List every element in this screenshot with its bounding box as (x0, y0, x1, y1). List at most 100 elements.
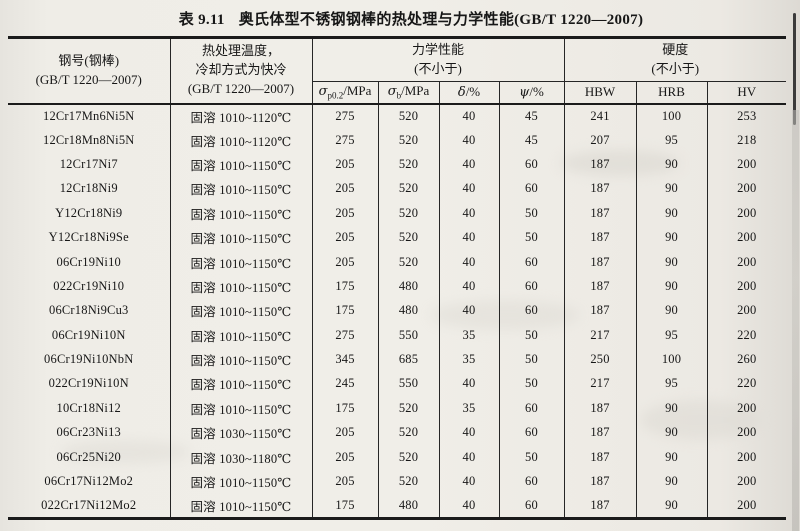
delta-cell: 35 (438, 396, 500, 421)
hbw-cell: 217 (563, 371, 637, 397)
sigma-b-cell: 550 (377, 371, 440, 397)
table-row: 022Cr19Ni10N 固溶 1010~1150℃ 245 550 40 50 217 95… (8, 371, 787, 397)
sigma-b-cell: 520 (377, 152, 440, 177)
table-row: 12Cr17Ni7 固溶 1010~1150℃ 205 520 40 60 187 90 200 (8, 152, 787, 177)
psi-cell: 50 (498, 347, 565, 372)
steel-grade-header-line1: 钢号(钢棒) (58, 52, 120, 68)
hbw-cell: 187 (563, 249, 637, 275)
hrb-cell: 95 (635, 323, 708, 348)
table-number: 表 9.11 (178, 12, 225, 28)
hbw-cell: 207 (563, 127, 637, 153)
group-header-mechanical: 力学性能 (不小于) (311, 37, 565, 82)
heat-treatment-cell: 固溶 1010~1150℃ (169, 347, 313, 372)
steel-grade-cell: 022Cr19Ni10N (8, 371, 171, 397)
hrb-cell: 90 (635, 152, 708, 177)
sigma-p02-cell: 175 (311, 493, 379, 519)
table-row: Y12Cr18Ni9 固溶 1010~1150℃ 205 520 40 50 187 90 20… (8, 201, 787, 226)
sigma-p02-cell: 205 (311, 152, 379, 177)
hv-cell: 200 (706, 420, 787, 445)
sigma-p02-unit: /MPa (343, 83, 372, 99)
table-title: 表 9.11 奥氏体型不锈钢钢棒的热处理与力学性能(GB/T 1220—2007) (0, 8, 800, 29)
psi-cell: 50 (498, 371, 565, 397)
psi-cell: 60 (498, 469, 565, 494)
hrb-cell: 90 (635, 493, 708, 519)
steel-grade-cell: 12Cr17Ni7 (8, 152, 171, 177)
sigma-p02-cell: 245 (311, 371, 379, 397)
psi-cell: 60 (498, 298, 565, 324)
hbw-cell: 187 (563, 225, 637, 250)
steel-grade-header-line2: (GB/T 1220—2007) (35, 71, 142, 87)
delta-cell: 40 (438, 201, 500, 226)
psi-cell: 60 (498, 274, 565, 299)
steel-grade-cell: Y12Cr18Ni9 (8, 201, 171, 226)
steel-grade-cell: 10Cr18Ni12 (8, 396, 171, 421)
sigma-b-cell: 480 (377, 493, 440, 519)
heat-treatment-cell: 固溶 1010~1150℃ (169, 274, 313, 299)
sigma-b-cell: 480 (377, 274, 440, 299)
steel-grade-cell: 06Cr23Ni13 (8, 420, 171, 445)
hbw-cell: 241 (563, 103, 637, 128)
table-row: 06Cr25Ni20 固溶 1030~1180℃ 205 520 40 50 187 90 20… (8, 444, 787, 470)
sigma-p02-cell: 275 (311, 103, 379, 128)
heat-header-line2: 冷却方式为快冷 (195, 62, 287, 78)
sigma-b-subscript: b (396, 91, 402, 102)
steel-grade-cell: 06Cr19Ni10N (8, 323, 171, 348)
hv-cell: 200 (706, 152, 787, 177)
col-header-hv: HV (706, 81, 787, 105)
table-row: 12Cr18Mn8Ni5N 固溶 1010~1120℃ 275 520 40 45 207 9… (8, 127, 787, 153)
sigma-p02-cell: 175 (311, 298, 379, 324)
sigma-b-cell: 520 (377, 396, 440, 421)
hv-cell: 200 (706, 225, 787, 250)
steel-grade-cell: 022Cr19Ni10 (8, 274, 171, 299)
steel-grade-cell: Y12Cr18Ni9Se (8, 225, 171, 250)
table-row: 022Cr19Ni10 固溶 1010~1150℃ 175 480 40 60 187 90 2… (8, 274, 787, 299)
hardness-group-line1: 硬度 (662, 42, 689, 58)
psi-cell: 60 (498, 420, 565, 445)
sigma-b-cell: 520 (377, 444, 440, 470)
col-header-heat-treatment: 热处理温度， 冷却方式为快冷 (GB/T 1220—2007) (169, 37, 313, 105)
psi-cell: 60 (498, 152, 565, 177)
sigma-b-cell: 520 (377, 225, 440, 250)
mech-group-line1: 力学性能 (412, 42, 465, 58)
heat-treatment-cell: 固溶 1010~1150℃ (169, 371, 313, 397)
table-caption: 奥氏体型不锈钢钢棒的热处理与力学性能(GB/T 1220—2007) (238, 12, 644, 28)
col-header-steel-grade: 钢号(钢棒) (GB/T 1220—2007) (8, 37, 171, 105)
hbw-cell: 187 (563, 469, 637, 494)
table-row: 022Cr17Ni12Mo2 固溶 1010~1150℃ 175 480 40 60 187… (8, 493, 787, 519)
heat-treatment-cell: 固溶 1010~1150℃ (169, 298, 313, 324)
delta-cell: 40 (438, 225, 500, 250)
hv-cell: 220 (706, 371, 787, 397)
col-header-sigma-b: σb/MPa (377, 81, 440, 105)
steel-grade-cell: 06Cr25Ni20 (8, 444, 171, 470)
scan-edge-shadow (792, 110, 799, 531)
hrb-cell: 90 (635, 225, 708, 250)
heat-treatment-cell: 固溶 1010~1120℃ (169, 103, 313, 128)
delta-cell: 40 (438, 371, 500, 397)
sigma-b-cell: 550 (377, 323, 440, 348)
sigma-p02-cell: 205 (311, 469, 379, 494)
steel-grade-cell: 022Cr17Ni12Mo2 (8, 493, 171, 519)
hbw-cell: 187 (563, 420, 637, 445)
sigma-b-cell: 480 (377, 298, 440, 324)
delta-cell: 40 (438, 274, 500, 299)
psi-cell: 50 (498, 444, 565, 470)
hbw-cell: 187 (563, 444, 637, 470)
heat-treatment-cell: 固溶 1010~1150℃ (169, 225, 313, 250)
heat-treatment-cell: 固溶 1010~1150℃ (169, 493, 313, 519)
hrb-cell: 90 (635, 201, 708, 226)
hrb-cell: 90 (635, 274, 708, 299)
psi-cell: 50 (498, 323, 565, 348)
sigma-p02-cell: 205 (311, 225, 379, 250)
hbw-cell: 187 (563, 274, 637, 299)
hv-cell: 200 (706, 176, 787, 202)
delta-cell: 40 (438, 298, 500, 324)
sigma-b-cell: 520 (377, 249, 440, 275)
psi-cell: 45 (498, 127, 565, 153)
delta-cell: 40 (438, 103, 500, 128)
heat-treatment-cell: 固溶 1030~1150℃ (169, 420, 313, 445)
steel-grade-cell: 06Cr19Ni10NbN (8, 347, 171, 372)
sigma-p02-cell: 345 (311, 347, 379, 372)
hrb-cell: 90 (635, 298, 708, 324)
delta-cell: 35 (438, 323, 500, 348)
